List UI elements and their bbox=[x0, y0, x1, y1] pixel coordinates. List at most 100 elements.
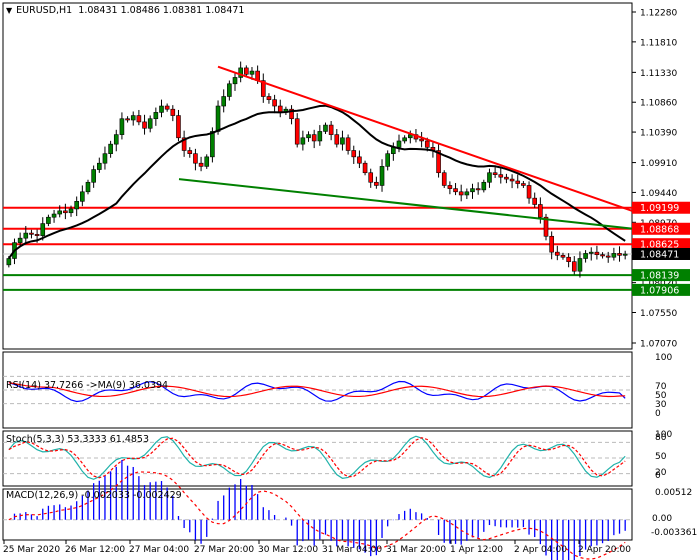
bullish-candle bbox=[130, 115, 136, 121]
bullish-candle bbox=[159, 105, 164, 113]
bullish-candle bbox=[385, 153, 390, 167]
bearish-candle bbox=[176, 115, 181, 139]
current-price-price-tag-label: 1.08471 bbox=[640, 249, 679, 260]
bullish-candle bbox=[306, 134, 311, 139]
bearish-candle bbox=[571, 261, 577, 272]
bearish-candle bbox=[504, 176, 509, 180]
main-chart-frame bbox=[2, 2, 633, 350]
stochastic-plot[interactable] bbox=[3, 435, 632, 480]
bearish-candle bbox=[164, 105, 170, 110]
rsi-axis-label: 0 bbox=[655, 409, 661, 419]
bullish-candle bbox=[323, 124, 328, 132]
bearish-candle bbox=[560, 255, 566, 258]
bearish-candle bbox=[136, 115, 142, 123]
resistance-3-price-tag-label: 1.08625 bbox=[640, 240, 679, 251]
stoch-label: Stoch(5,3,3) 53.3333 61.4853 bbox=[6, 434, 150, 445]
bullish-candle bbox=[51, 213, 57, 218]
bullish-candle bbox=[85, 181, 91, 193]
time-tick-label: 31 Mar 04:00 bbox=[322, 545, 382, 555]
bearish-candle bbox=[543, 216, 549, 237]
ohlc-values: 1.08431 1.08486 1.08381 1.08471 bbox=[78, 5, 245, 16]
bullish-candle bbox=[379, 166, 385, 186]
bearish-candle bbox=[34, 234, 40, 236]
stoch-axis-label: 50 bbox=[655, 452, 667, 462]
bearish-candle bbox=[193, 153, 198, 164]
bullish-candle bbox=[340, 137, 345, 145]
price-tick-label: 1.07070 bbox=[640, 340, 677, 350]
symbol-label: EURUSD,H1 bbox=[16, 5, 73, 16]
bullish-candle bbox=[119, 118, 125, 135]
bullish-candle bbox=[68, 208, 74, 214]
bearish-candle bbox=[458, 191, 464, 196]
bearish-candle bbox=[125, 118, 130, 121]
stoch-signal-line bbox=[8, 437, 626, 479]
time-tick-label: 1 Apr 12:00 bbox=[450, 545, 503, 555]
resistance-1-price-tag bbox=[632, 201, 690, 214]
bearish-candle bbox=[311, 134, 317, 142]
support-1-price-tag bbox=[632, 269, 690, 282]
bearish-candle bbox=[475, 188, 481, 191]
bearish-candle bbox=[605, 255, 611, 258]
stoch-main-line bbox=[8, 435, 626, 480]
time-tick-label: 26 Mar 12:00 bbox=[65, 545, 125, 555]
price-tick-label: 1.07550 bbox=[640, 309, 677, 319]
bearish-candle bbox=[244, 67, 249, 75]
bearish-candle bbox=[509, 178, 515, 182]
bearish-candle bbox=[266, 96, 272, 100]
bullish-candle bbox=[402, 137, 407, 142]
bullish-candle bbox=[17, 237, 23, 243]
stoch-axis-label: 20 bbox=[655, 468, 667, 478]
bullish-candle bbox=[40, 223, 46, 236]
bullish-candle bbox=[221, 96, 226, 107]
support-2-price-tag bbox=[632, 283, 690, 296]
time-tick-label: 30 Mar 12:00 bbox=[258, 545, 318, 555]
macd-label: MACD(12,26,9) -0.002033 -0.002429 bbox=[6, 490, 182, 501]
bearish-candle bbox=[447, 185, 453, 189]
bullish-candle bbox=[80, 191, 85, 202]
bullish-candle bbox=[249, 70, 255, 75]
bullish-candle bbox=[577, 258, 583, 272]
bearish-candle bbox=[345, 137, 351, 151]
price-tick-label: 1.12280 bbox=[640, 9, 677, 19]
rsi-label: RSI(14) 37.7266 ->MA(9) 36.0394 bbox=[6, 380, 169, 391]
descending-support-trendline[interactable] bbox=[178, 178, 633, 230]
rsi-plot[interactable] bbox=[3, 375, 632, 405]
resistance-2-price-tag-label: 1.08868 bbox=[640, 224, 679, 235]
bearish-candle bbox=[374, 181, 379, 186]
bearish-candle bbox=[328, 124, 334, 135]
macd-plot[interactable] bbox=[3, 459, 632, 560]
chart-header: ▼ EURUSD,H1 1.08431 1.08486 1.08381 1.084… bbox=[6, 5, 244, 16]
macd-axis-label: 0.00512 bbox=[655, 488, 692, 498]
descending-resistance-trendline[interactable] bbox=[217, 65, 633, 212]
bearish-candle bbox=[368, 172, 374, 183]
bullish-candle bbox=[153, 112, 159, 120]
bearish-candle bbox=[334, 134, 340, 145]
main-price-plot[interactable] bbox=[3, 61, 633, 291]
bearish-candle bbox=[187, 150, 193, 154]
bullish-candle bbox=[622, 253, 628, 256]
bearish-candle bbox=[549, 235, 554, 253]
bullish-candle bbox=[481, 181, 487, 191]
triangle-down-icon[interactable]: ▼ bbox=[6, 6, 13, 15]
bearish-candle bbox=[142, 121, 147, 129]
time-axis: 25 Mar 2020 26 Mar 12:00 27 Mar 04:00 27 Ma… bbox=[3, 540, 631, 555]
bullish-candle bbox=[108, 143, 113, 154]
moving-average-line[interactable] bbox=[8, 104, 626, 260]
bullish-candle bbox=[300, 137, 306, 145]
bullish-candle bbox=[215, 105, 221, 132]
stoch-axis-label: 80 bbox=[655, 433, 667, 443]
bullish-candle bbox=[611, 253, 617, 258]
bearish-candle bbox=[29, 232, 34, 235]
bullish-candle bbox=[57, 210, 63, 215]
bearish-candle bbox=[63, 210, 68, 214]
bullish-candle bbox=[238, 67, 243, 78]
bearish-candle bbox=[419, 138, 424, 142]
rsi-axis-label: 100 bbox=[655, 353, 672, 363]
current-price-price-tag bbox=[632, 247, 690, 260]
bearish-candle bbox=[362, 162, 368, 174]
macd-axis: 0.00512 0.00 -0.003361 bbox=[651, 488, 697, 538]
price-tick-label: 1.11810 bbox=[640, 38, 677, 48]
bullish-candle bbox=[46, 216, 51, 224]
